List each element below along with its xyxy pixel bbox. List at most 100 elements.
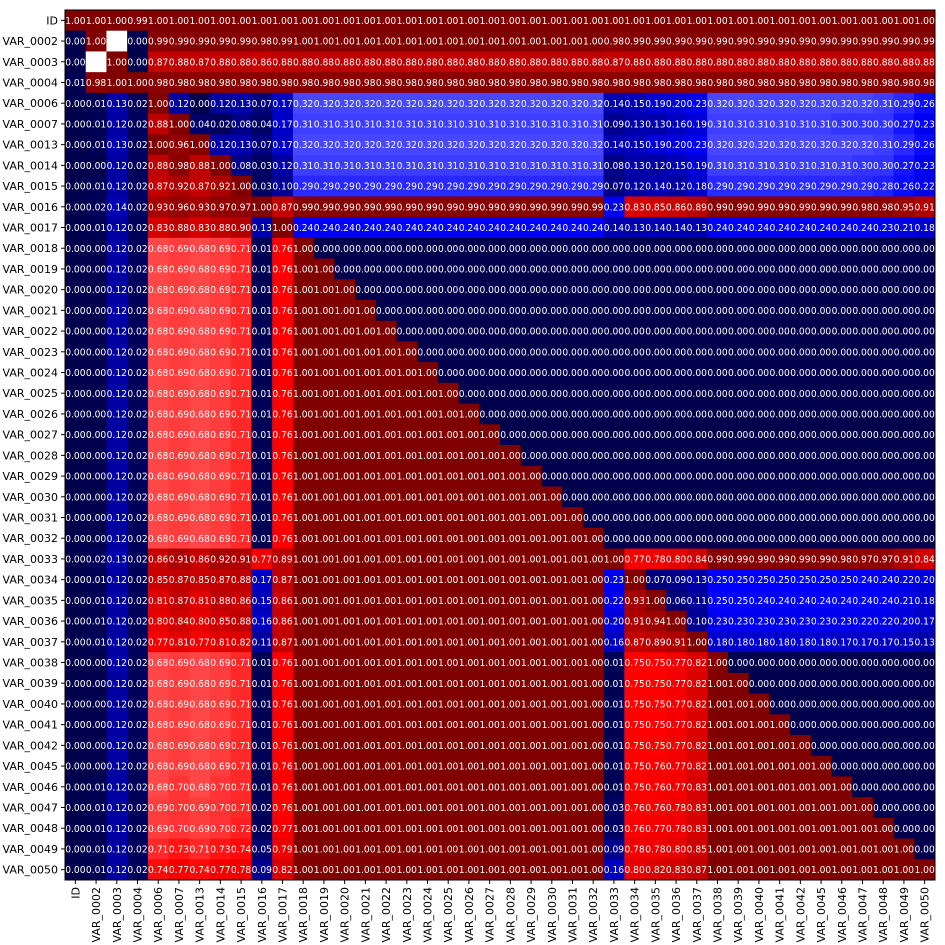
cell-value-label: 0.29 <box>542 182 562 193</box>
heatmap-cell <box>790 134 812 156</box>
cell-value-label: 0.31 <box>873 99 893 110</box>
cell-value-label: 1.00 <box>562 803 582 814</box>
cell-value-label: 0.77 <box>645 824 665 835</box>
heatmap-cell <box>707 72 729 94</box>
cell-value-label: 0.00 <box>749 327 769 338</box>
cell-value-label: 0.12 <box>624 182 644 193</box>
heatmap-cell <box>210 113 232 135</box>
cell-value-label: 0.71 <box>231 658 251 669</box>
cell-value-label: 0.88 <box>542 57 562 68</box>
cell-value-label: 1.00 <box>334 845 354 856</box>
cell-value-label: 1.00 <box>355 824 375 835</box>
heatmap-cell <box>251 258 273 280</box>
heatmap-cell <box>396 237 418 259</box>
cell-value-label: 1.00 <box>86 16 106 27</box>
heatmap-cell <box>665 92 687 114</box>
cell-value-label: 0.68 <box>189 700 209 711</box>
cell-value-label: 0.02 <box>127 99 147 110</box>
cell-value-label: 1.00 <box>376 845 396 856</box>
cell-value-label: 0.68 <box>189 244 209 255</box>
cell-value-label: 0.00 <box>459 265 479 276</box>
cell-value-label: 1.00 <box>749 824 769 835</box>
cell-value-label: 1.00 <box>728 782 748 793</box>
cell-value-label: 1.00 <box>293 679 313 690</box>
cell-value-label: 0.00 <box>459 327 479 338</box>
x-tick-label: VAR_0035 <box>649 887 662 942</box>
cell-value-label: 0.99 <box>355 202 375 213</box>
cell-value-label: 0.87 <box>687 865 707 876</box>
cell-value-label: 0.29 <box>790 182 810 193</box>
cell-value-label: 0.00 <box>65 285 85 296</box>
cell-value-label: 0.01 <box>252 410 272 421</box>
x-tick-label: VAR_0042 <box>794 887 807 942</box>
heatmap-cell <box>334 237 356 259</box>
cell-value-label: 0.76 <box>272 700 292 711</box>
cell-value-label: 1.00 <box>293 617 313 628</box>
cell-value-label: 1.00 <box>397 596 417 607</box>
cell-value-label: 1.00 <box>852 16 872 27</box>
cell-value-label: 1.00 <box>500 637 520 648</box>
cell-value-label: 0.00 <box>811 430 831 441</box>
cell-value-label: 0.71 <box>189 845 209 856</box>
cell-value-label: 1.00 <box>500 658 520 669</box>
heatmap-cell <box>727 196 749 218</box>
cell-value-label: 0.00 <box>811 389 831 400</box>
heatmap-cell <box>106 196 128 218</box>
cell-value-label: 0.17 <box>914 617 934 628</box>
cell-value-label: 0.32 <box>521 140 541 151</box>
heatmap-cell <box>417 175 439 197</box>
cell-value-label: 0.69 <box>210 285 230 296</box>
cell-value-label: 0.00 <box>894 513 914 524</box>
cell-value-label: 1.00 <box>169 16 189 27</box>
cell-value-label: 0.00 <box>832 265 852 276</box>
cell-value-label: 0.30 <box>852 120 872 131</box>
cell-value-label: 1.00 <box>459 617 479 628</box>
cell-value-label: 1.00 <box>355 347 375 358</box>
cell-value-label: 0.26 <box>914 140 934 151</box>
cell-value-label: 1.00 <box>334 575 354 586</box>
cell-value-label: 0.68 <box>189 347 209 358</box>
cell-value-label: 1.00 <box>314 617 334 628</box>
cell-value-label: 0.14 <box>666 223 686 234</box>
cell-value-label: 0.92 <box>169 182 189 193</box>
y-tick-label: VAR_0039 <box>3 677 58 690</box>
cell-value-label: 0.00 <box>583 368 603 379</box>
cell-value-label: 0.00 <box>624 244 644 255</box>
y-tick-label: VAR_0047 <box>3 802 58 815</box>
x-tick-label: VAR_0015 <box>235 887 248 942</box>
cell-value-label: 1.00 <box>417 555 437 566</box>
cell-value-label: 0.29 <box>749 182 769 193</box>
cell-value-label: 0.71 <box>231 430 251 441</box>
cell-value-label: 0.00 <box>790 513 810 524</box>
heatmap-cell <box>914 51 936 73</box>
cell-value-label: 0.00 <box>873 741 893 752</box>
y-tick-label: VAR_0031 <box>3 512 58 525</box>
heatmap-cell <box>727 72 749 94</box>
heatmap-cell <box>562 155 584 177</box>
cell-value-label: 0.00 <box>852 410 872 421</box>
cell-value-label: 0.00 <box>769 700 789 711</box>
heatmap-cell <box>831 113 853 135</box>
cell-value-label: 0.00 <box>604 368 624 379</box>
cell-value-label: 1.00 <box>334 679 354 690</box>
heatmap-cell <box>334 72 356 94</box>
cell-value-label: 1.00 <box>334 700 354 711</box>
heatmap-cell <box>210 51 232 73</box>
cell-value-label: 0.18 <box>914 223 934 234</box>
cell-value-label: 0.00 <box>624 306 644 317</box>
cell-value-label: 1.00 <box>293 865 313 876</box>
cell-value-label: 0.00 <box>500 368 520 379</box>
cell-value-label: 0.24 <box>749 596 769 607</box>
cell-value-label: 0.86 <box>189 555 209 566</box>
cell-value-label: 1.00 <box>355 555 375 566</box>
heatmap-cell <box>355 30 377 52</box>
heatmap-cell <box>272 217 294 239</box>
cell-value-label: 0.00 <box>86 472 106 483</box>
cell-value-label: 0.86 <box>231 596 251 607</box>
cell-value-label: 0.00 <box>583 306 603 317</box>
cell-value-label: 0.01 <box>252 741 272 752</box>
cell-value-label: 1.00 <box>479 617 499 628</box>
heatmap-cell <box>582 134 604 156</box>
cell-value-label: 0.00 <box>914 803 934 814</box>
heatmap-cell <box>251 134 273 156</box>
